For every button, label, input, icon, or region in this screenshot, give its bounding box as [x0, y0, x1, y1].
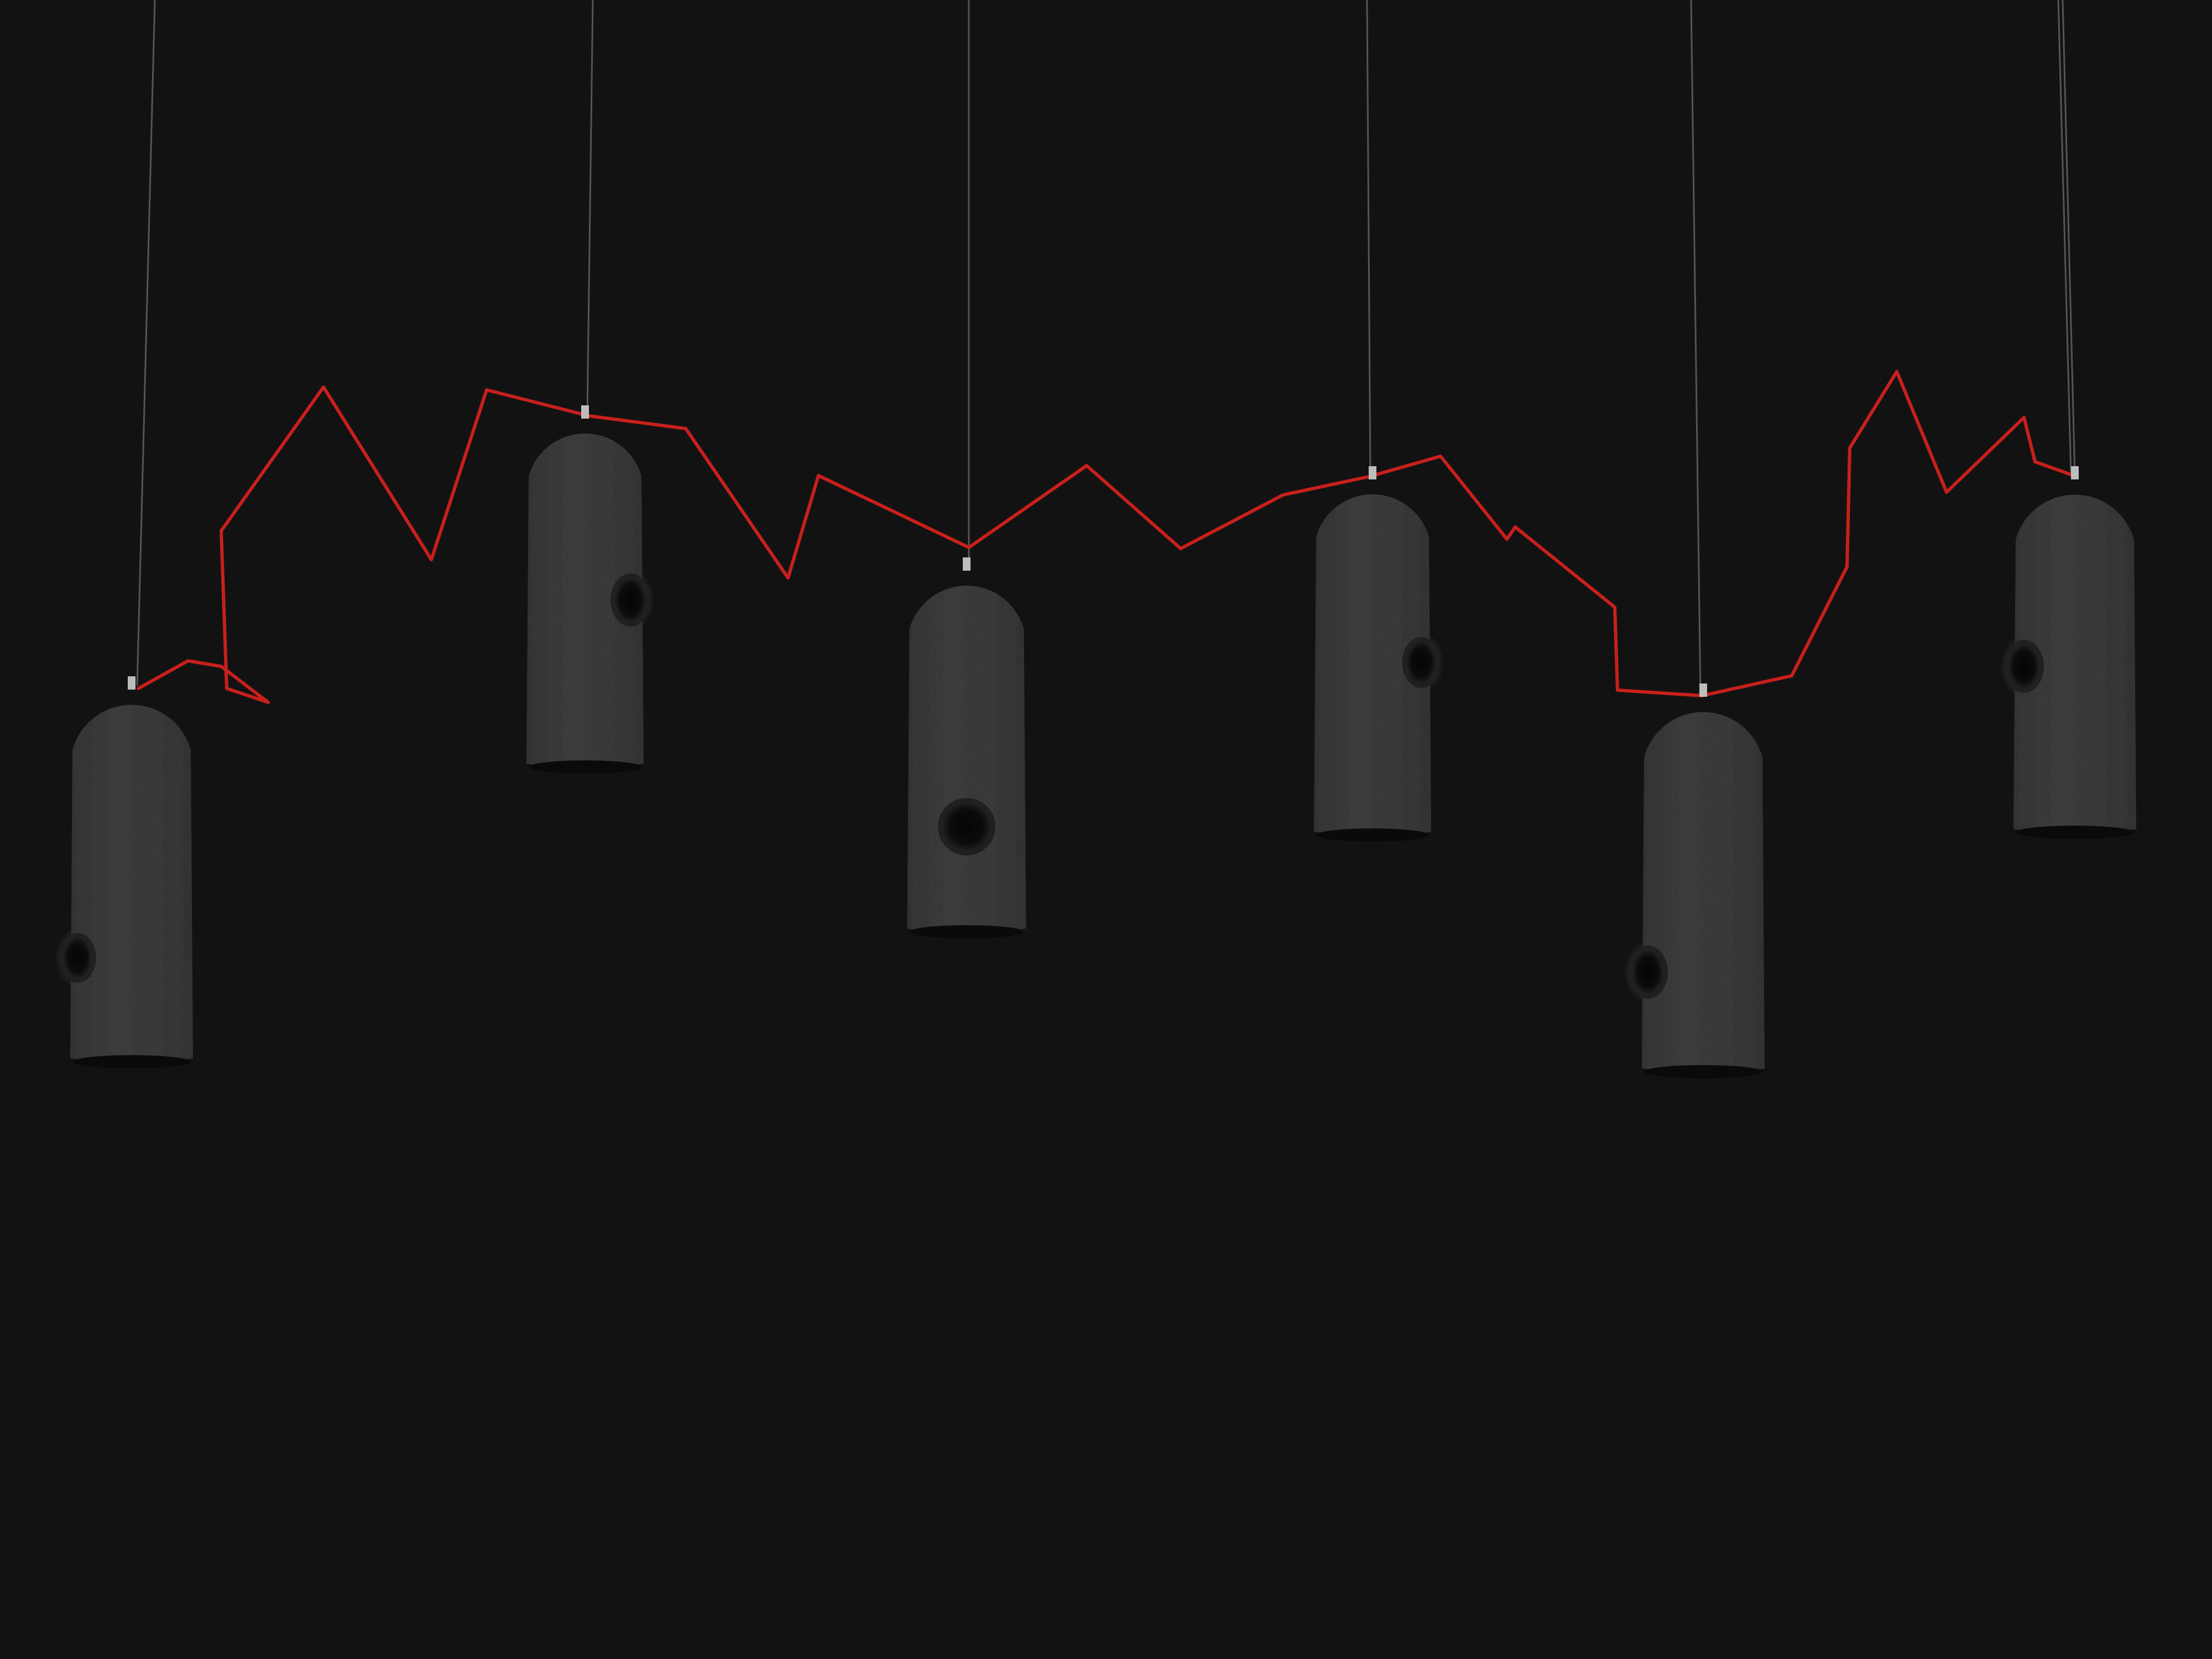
lamp-bottom-rim [1644, 1065, 1762, 1078]
lamp-fitting [128, 676, 135, 690]
lamp-body [526, 433, 644, 769]
lamp-body [70, 705, 193, 1064]
pendant-6 [2001, 466, 2136, 839]
lamp-fitting [1369, 466, 1376, 479]
lamp-opening [1633, 951, 1663, 994]
pendant-4 [1314, 466, 1443, 842]
lamp-opening [615, 578, 645, 622]
lamp-bottom-rim [2016, 826, 2134, 839]
suspension-wire-1 [136, 0, 156, 686]
suspension-wire-6b [2062, 0, 2076, 476]
lamp-bottom-rim [909, 925, 1024, 938]
lamp-opening [2009, 645, 2039, 688]
lamp-bottom-rim [72, 1055, 191, 1068]
suspension-wire-2 [586, 0, 594, 413]
lamp-fitting [2071, 466, 2079, 479]
lamp-opening [64, 938, 91, 978]
suspension-wires [136, 0, 2076, 695]
lamp-body [1642, 712, 1765, 1074]
lamp-body [907, 586, 1026, 934]
suspension-wire-4 [1366, 0, 1371, 473]
suspension-wire-6 [2057, 0, 2072, 476]
lamp-body [1314, 494, 1431, 837]
lamp-bottom-rim [1316, 828, 1429, 842]
pendant-2 [526, 405, 653, 774]
lamp-fitting [963, 557, 971, 571]
pendant-5 [1625, 684, 1765, 1078]
suspension-wire-5 [1690, 0, 1702, 695]
lamp-fitting [581, 405, 589, 419]
red-power-cable [137, 370, 2075, 704]
pendant-3 [907, 557, 1026, 938]
pendants [56, 405, 2136, 1078]
lamp-body [2013, 494, 2136, 834]
lamp-bottom-rim [529, 760, 641, 774]
lamp-opening [943, 803, 990, 851]
lamp-fitting [1699, 684, 1707, 697]
lamp-opening [1407, 642, 1436, 683]
pendant-1 [56, 676, 193, 1068]
